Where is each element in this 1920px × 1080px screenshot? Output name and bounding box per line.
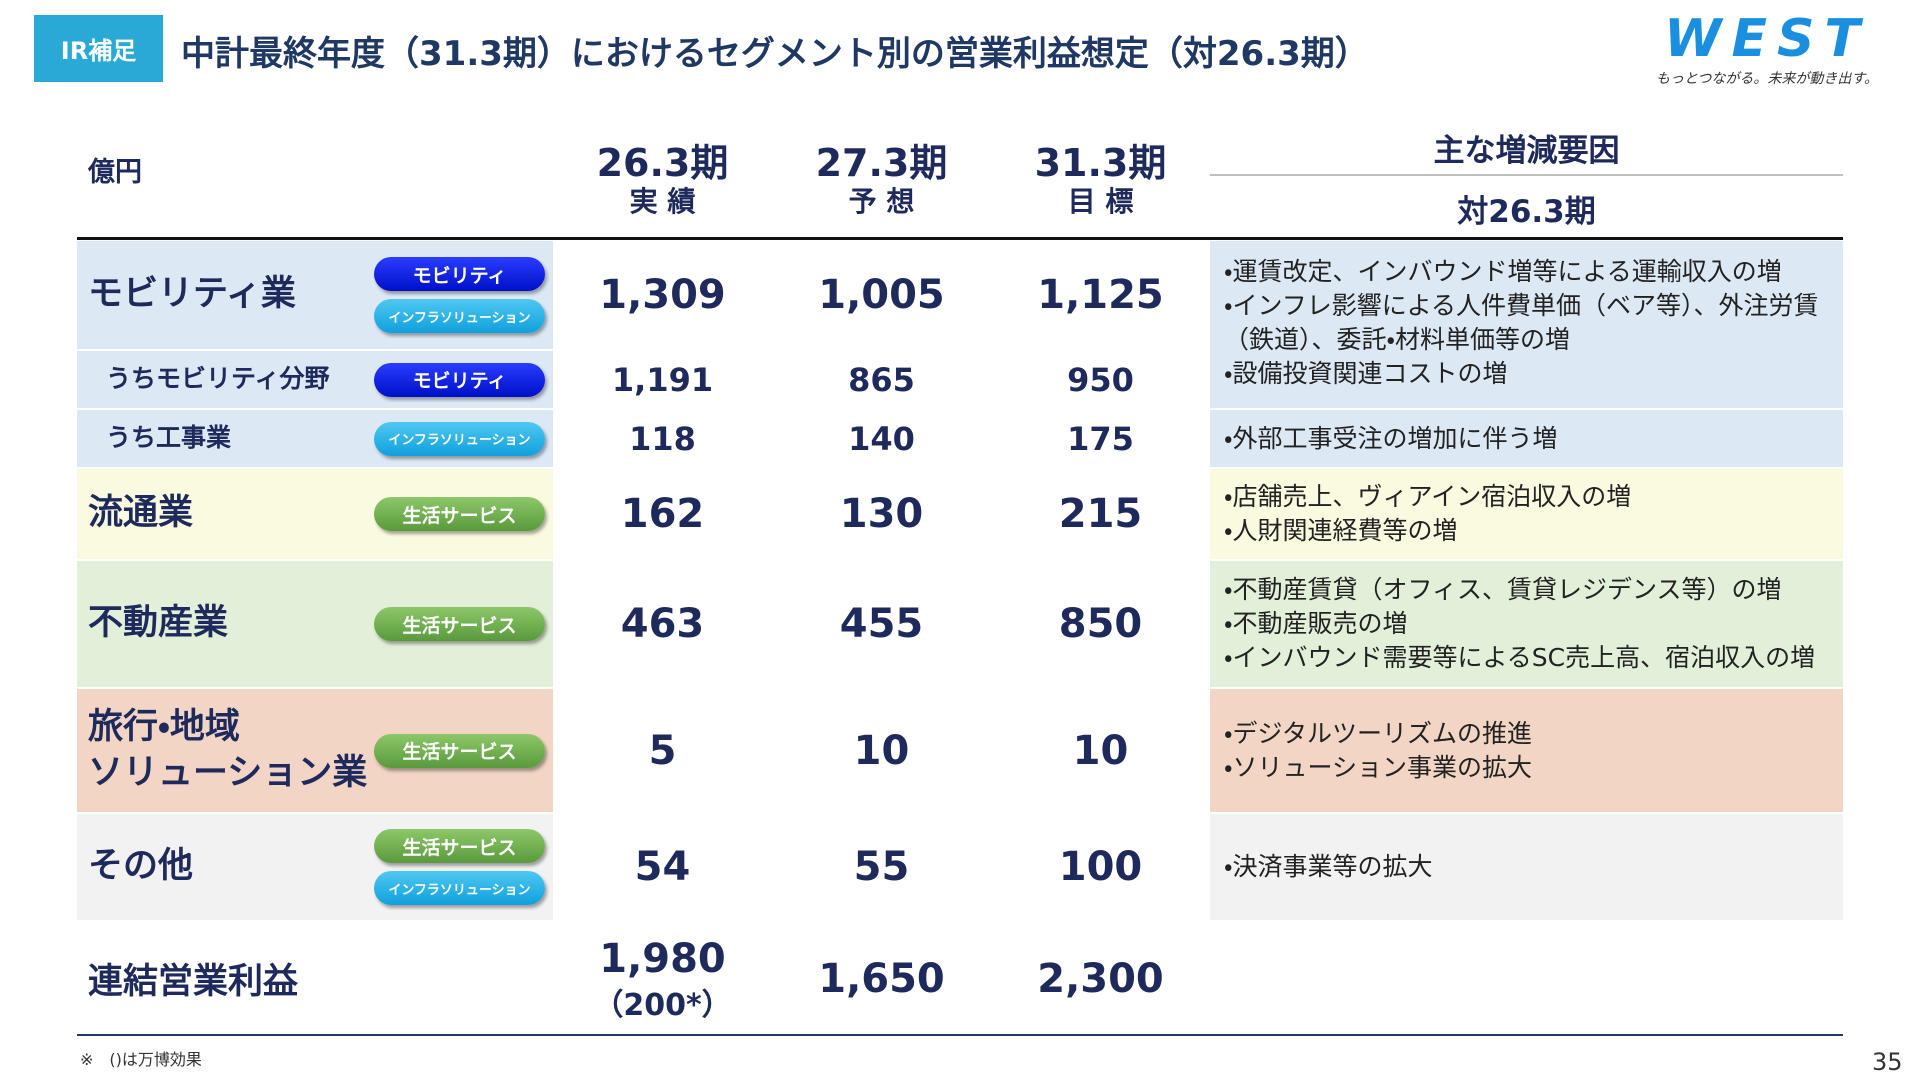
factor-line: ・設備投資関連コストの増 [1224,359,1508,388]
segment-tag: 生活サービス [374,497,545,531]
row-label: うちモビリティ分野 [106,364,330,394]
value-cell: 54 [634,844,691,890]
value-cell: 1,125 [1037,272,1164,318]
factor-line: ・人財関連経費等の増 [1224,516,1458,545]
segment-tag: モビリティ [374,362,545,397]
factor-line: ・インバウンド需要等によるSC売上高、宿泊収入の増 [1224,643,1816,672]
value-cell: 162 [620,491,705,537]
factors-cell: ・デジタルツーリズムの推進 ・ソリューション事業の拡大 [1210,689,1843,812]
segment-tag: インフラソリューション [374,871,545,905]
column-kind: 実 績 [629,185,696,218]
value-cell: 1,191 [611,360,714,399]
segment-tag: インフラソリューション [374,299,545,333]
value-cell: 1,980 [599,936,726,982]
factor-line: （鉄道）、委託・材料単価等の増 [1224,325,1571,354]
value-note: （200*） [593,988,732,1023]
badge: IR補足 [34,15,163,82]
tagline: もっとつながる。未来が動き出す。 [1655,71,1879,87]
value-cell: 10 [1072,727,1129,774]
value-cell: 175 [1067,419,1134,458]
column-period: 31.3期 [1034,141,1167,185]
bottom-rule [77,1034,1843,1036]
factor-line: ・不動産販売の増 [1224,609,1408,638]
value-cell: 865 [848,360,915,399]
factor-line: ・不動産賃貸（オフィス、賃貸レジデンス等）の増 [1224,575,1782,604]
segment-tag: 生活サービス [374,733,545,768]
segment-tag: 生活サービス [374,829,545,863]
value-cell: 2,300 [1037,955,1164,1002]
row-label: 連結営業利益 [88,962,299,1002]
factors-cell: ・外部工事受注の増加に伴う増 [1210,410,1843,467]
factors-cell: ・決済事業等の拡大 [1210,814,1843,920]
value-cell: 1,309 [599,272,726,318]
value-cell: 463 [620,601,705,647]
row-label: 旅行・地域 ソリューション業 [88,707,368,793]
segment-tag: 生活サービス [374,607,545,641]
column-period: 27.3期 [815,141,948,185]
value-cell: 10 [853,727,910,774]
header-rule [77,237,1843,240]
page-number: 35 [1872,1048,1903,1076]
value-cell: 140 [848,419,915,458]
segment-tag: モビリティ [374,257,545,291]
factors-cell: ・不動産賃貸（オフィス、賃貸レジデンス等）の増 ・不動産販売の増・インバウンド需要… [1210,561,1843,687]
value-cell: 5 [648,727,677,774]
divider [1210,174,1843,176]
factor-line: ・デジタルツーリズムの推進 [1224,718,1533,748]
row-label: うち工事業 [106,423,232,453]
value-cell: 455 [839,601,924,647]
factor-line: ・外部工事受注の増加に伴う増 [1224,423,1558,453]
factors-header: 主な増減要因 [1433,132,1620,169]
factor-line: ・ソリューション事業の拡大 [1224,752,1533,782]
row-label: 不動産業 [88,603,229,644]
factors-cell: ・運賃改定、インバウンド増等による運輸収入の増・インフレ影響による人件費単価（ベ… [1210,241,1843,408]
unit: 億円 [88,157,142,188]
row-label: 流通業 [88,493,194,534]
value-cell: 215 [1058,491,1143,537]
title: 中計最終年度（31.3期）におけるセグメント別の営業利益想定（対26.3期） [181,33,1369,74]
logo: WEST [1664,9,1870,69]
column-period: 26.3期 [596,141,729,185]
column-kind: 予 想 [848,185,915,218]
factor-line: ・決済事業等の拡大 [1224,852,1433,881]
value-cell: 1,005 [818,272,945,318]
column-kind: 目 標 [1067,185,1134,218]
value-cell: 130 [839,491,924,537]
factor-line: ・店舗売上、ヴィアイン宿泊収入の増 [1224,482,1632,511]
value-cell: 100 [1058,844,1143,890]
value-cell: 1,650 [818,955,945,1002]
value-cell: 850 [1058,601,1143,647]
row-label: モビリティ業 [88,274,296,315]
value-cell: 118 [629,419,696,458]
factor-line: ・インフレ影響による人件費単価（ベア等）、外注労賃 [1224,291,1819,320]
factors-sub: 対26.3期 [1457,193,1596,230]
row-label: その他 [88,846,194,887]
factor-line: ・運賃改定、インバウンド増等による運輸収入の増 [1224,257,1782,286]
footnote: ※ ()は万博効果 [80,1050,202,1069]
segment-tag: インフラソリューション [374,421,545,456]
value-cell: 55 [853,844,910,890]
value-cell: 950 [1067,360,1134,399]
factors-cell: ・店舗売上、ヴィアイン宿泊収入の増 ・人財関連経費等の増 [1210,469,1843,559]
